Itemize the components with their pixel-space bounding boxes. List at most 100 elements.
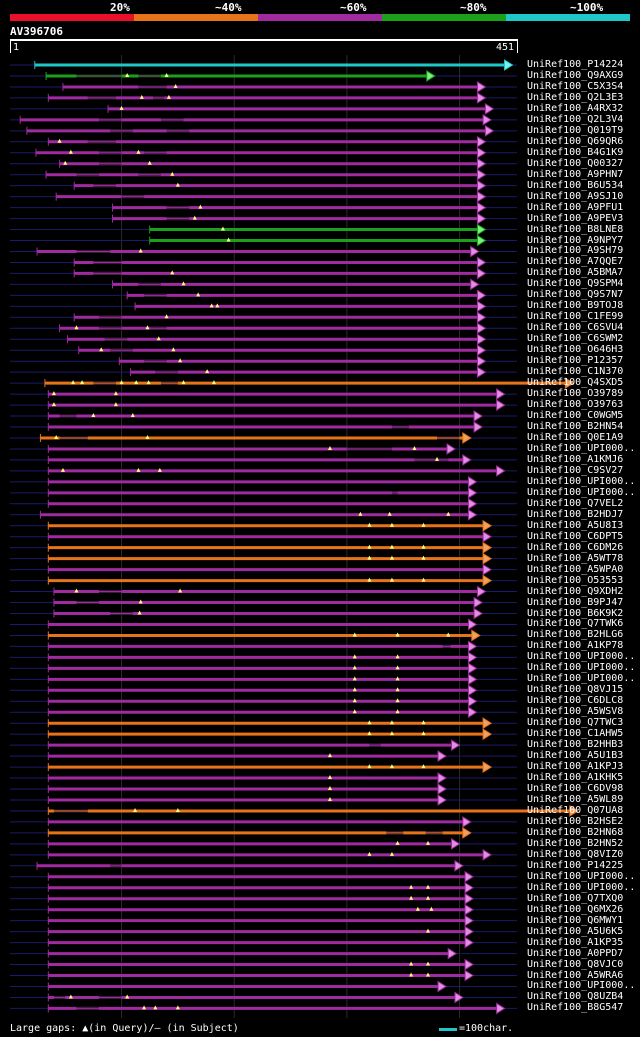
hit-label[interactable]: UniRef100_B2HN52 (527, 837, 624, 849)
hit-label[interactable]: UniRef100_A5WSV8 (527, 706, 624, 718)
hit-label[interactable]: UniRef100_O39763 (527, 399, 624, 411)
hit-label[interactable]: UniRef100_Q0E1A9 (527, 431, 624, 443)
hit-label[interactable]: UniRef100_C1AHW5 (527, 728, 624, 740)
hit-label[interactable]: UniRef100_Q9SPM4 (527, 278, 624, 290)
hit-label[interactable]: UniRef100_A1KPJ3 (527, 761, 624, 773)
hit-label[interactable]: UniRef100_B4G1K9 (527, 146, 624, 158)
hit-label[interactable]: UniRef100_P14225 (527, 859, 624, 871)
hit-label[interactable]: UniRef100_Q2L3E3 (527, 91, 624, 103)
hit-label[interactable]: UniRef100_Q8VIZ0 (527, 848, 624, 860)
query-gap-marker (367, 577, 372, 582)
query-ruler-line (10, 39, 518, 41)
hit-label[interactable]: UniRef100_UPI000.. (527, 442, 636, 454)
hit-label[interactable]: UniRef100_A1KHK5 (527, 772, 624, 784)
hit-label[interactable]: UniRef100_B9TOJ8 (527, 300, 624, 312)
hit-arrow-head (471, 629, 481, 642)
hit-label[interactable]: UniRef100_UPI000.. (527, 870, 636, 882)
hit-label[interactable]: UniRef100_B6K9K2 (527, 607, 624, 619)
hit-label[interactable]: UniRef100_A9PFU1 (527, 201, 624, 213)
hit-label[interactable]: UniRef100_B9PJ47 (527, 596, 624, 608)
hit-label[interactable]: UniRef100_Q019T9 (527, 124, 624, 136)
hit-label[interactable]: UniRef100_C6DM26 (527, 541, 624, 553)
query-gap-marker (421, 764, 426, 769)
hit-label[interactable]: UniRef100_P14224 (527, 59, 624, 70)
hit-label[interactable]: UniRef100_B8LNE8 (527, 223, 624, 235)
hit-label[interactable]: UniRef100_C1FE99 (527, 311, 624, 323)
hit-label[interactable]: UniRef100_B2HSE2 (527, 815, 624, 827)
hit-label[interactable]: UniRef100_O53553 (527, 574, 624, 586)
hit-label[interactable]: UniRef100_C1N370 (527, 366, 624, 378)
hit-label[interactable]: UniRef100_A5WT78 (527, 552, 624, 564)
hit-label[interactable]: UniRef100_Q07UA8 (527, 804, 624, 816)
hit-label[interactable]: UniRef100_Q6MWY1 (527, 914, 624, 926)
hit-label[interactable]: UniRef100_B6U534 (527, 179, 624, 191)
legend-label: 20% (110, 1, 130, 14)
query-gap-marker (367, 731, 372, 736)
hit-label[interactable]: UniRef100_C9SV27 (527, 464, 624, 476)
hit-label[interactable]: UniRef100_P12357 (527, 355, 624, 367)
hit-label[interactable]: UniRef100_B2HHB3 (527, 739, 624, 751)
hit-label[interactable]: UniRef100_Q69QR6 (527, 135, 624, 147)
hit-label[interactable]: UniRef100_Q8VJ15 (527, 684, 624, 696)
hit-arrow-head (482, 848, 493, 861)
hit-label[interactable]: UniRef100_B2HN54 (527, 421, 624, 432)
legend-segment (506, 14, 630, 21)
hit-label[interactable]: UniRef100_B2HDJ7 (527, 508, 624, 520)
hit-label[interactable]: UniRef100_Q7VEL2 (527, 497, 624, 509)
hit-label[interactable]: UniRef100_A9PEV3 (527, 212, 624, 224)
hit-label[interactable]: UniRef100_Q8VJC0 (527, 958, 624, 970)
hit-label[interactable]: UniRef100_Q00327 (527, 157, 624, 169)
hit-label[interactable]: UniRef100_Q4SXD5 (527, 377, 624, 389)
hit-label[interactable]: UniRef100_C6SVU4 (527, 322, 624, 334)
hit-label[interactable]: UniRef100_B2HN68 (527, 826, 624, 838)
hit-label[interactable]: UniRef100_UPI000.. (527, 673, 636, 685)
hit-label[interactable]: UniRef100_Q7TWC3 (527, 717, 624, 729)
query-gap-marker (175, 1005, 180, 1010)
hit-label[interactable]: UniRef100_A5U6K5 (527, 925, 624, 937)
hit-label[interactable]: UniRef100_UPI000.. (527, 486, 636, 498)
hit-label[interactable]: UniRef100_A9SH79 (527, 245, 624, 257)
hit-label[interactable]: UniRef100_C6DPT5 (527, 530, 624, 542)
hit-label[interactable]: UniRef100_Q8UZB4 (527, 991, 624, 1003)
hit-label[interactable]: UniRef100_A5BMA7 (527, 267, 624, 279)
legend-segment (134, 14, 258, 21)
hit-label[interactable]: UniRef100_A5WL89 (527, 793, 624, 805)
hit-label[interactable]: UniRef100_Q7TWK6 (527, 618, 624, 630)
hit-label[interactable]: UniRef100_A4RX32 (527, 102, 624, 114)
hit-label[interactable]: UniRef100_Q9XDH2 (527, 585, 624, 597)
hit-label[interactable]: UniRef100_C6DLC8 (527, 695, 624, 707)
hit-label[interactable]: UniRef100_C0WGM5 (527, 410, 624, 422)
query-gap-marker (352, 709, 357, 714)
hit-label[interactable]: UniRef100_C5X3S4 (527, 80, 624, 92)
hit-label[interactable]: UniRef100_A5U1B3 (527, 750, 624, 762)
hit-label[interactable]: UniRef100_O39789 (527, 388, 624, 400)
hit-label[interactable]: UniRef100_A7QQE7 (527, 256, 624, 268)
hit-label[interactable]: UniRef100_O646H3 (527, 344, 624, 356)
hit-label[interactable]: UniRef100_UPI000.. (527, 881, 636, 893)
hit-label[interactable]: UniRef100_A5WPA0 (527, 563, 624, 575)
hit-label[interactable]: UniRef100_A0PPD7 (527, 947, 624, 959)
hit-label[interactable]: UniRef100_A9SJ10 (527, 190, 624, 202)
query-gap-marker (389, 544, 394, 549)
hit-label[interactable]: UniRef100_UPI000.. (527, 651, 636, 663)
hit-arrow-head (476, 355, 487, 368)
hit-label[interactable]: UniRef100_Q9S7N7 (527, 289, 624, 301)
hit-label[interactable]: UniRef100_B2HLG6 (527, 629, 624, 641)
hit-label[interactable]: UniRef100_Q6MX26 (527, 903, 624, 915)
hit-label[interactable]: UniRef100_UPI000.. (527, 980, 636, 992)
hit-label[interactable]: UniRef100_UPI000.. (527, 662, 636, 674)
hit-label[interactable]: UniRef100_A5WRA6 (527, 969, 624, 981)
hit-label[interactable]: UniRef100_A1KMJ6 (527, 453, 624, 465)
hit-label[interactable]: UniRef100_UPI000.. (527, 475, 636, 487)
hit-label[interactable]: UniRef100_B8G547 (527, 1002, 624, 1014)
hit-label[interactable]: UniRef100_C6SWM2 (527, 333, 624, 345)
hit-label[interactable]: UniRef100_A9NPY7 (527, 234, 624, 246)
hit-label[interactable]: UniRef100_Q2L3V4 (527, 113, 624, 125)
hit-label[interactable]: UniRef100_Q7TXQ0 (527, 892, 624, 904)
hit-label[interactable]: UniRef100_Q9AXG9 (527, 69, 624, 81)
hit-label[interactable]: UniRef100_A5U8I3 (527, 519, 624, 531)
hit-label[interactable]: UniRef100_A1KP35 (527, 936, 624, 948)
hit-label[interactable]: UniRef100_C6DV98 (527, 783, 624, 795)
hit-label[interactable]: UniRef100_A1KP78 (527, 640, 624, 652)
hit-label[interactable]: UniRef100_A9PHN7 (527, 168, 624, 180)
